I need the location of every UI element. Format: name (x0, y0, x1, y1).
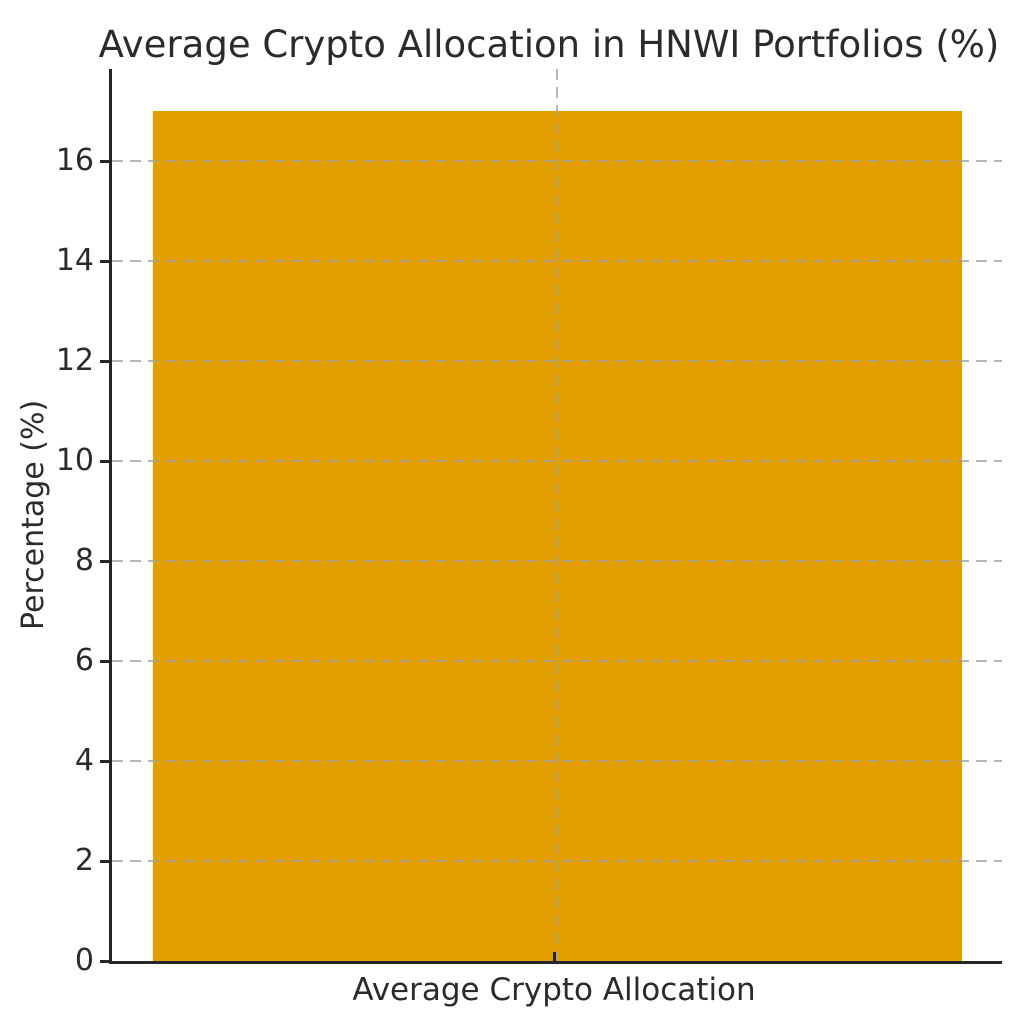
plot-area (109, 69, 1002, 964)
x-tick-mark (553, 952, 556, 961)
x-tick-label: Average Crypto Allocation (352, 972, 756, 1008)
y-tick-label-6: 6 (74, 643, 94, 679)
y-tick-mark-8 (100, 560, 109, 564)
y-tick-mark-14 (100, 260, 109, 264)
v-gridline-category-center (556, 69, 558, 961)
y-tick-label-12: 12 (55, 343, 94, 379)
y-tick-mark-2 (100, 860, 109, 864)
y-tick-label-2: 2 (74, 843, 94, 879)
y-tick-label-14: 14 (55, 243, 94, 279)
y-tick-label-4: 4 (74, 743, 94, 779)
y-tick-mark-6 (100, 660, 109, 664)
chart-title: Average Crypto Allocation in HNWI Portfo… (98, 23, 1000, 66)
y-tick-mark-12 (100, 360, 109, 364)
y-tick-label-10: 10 (55, 443, 94, 479)
y-axis-label: Percentage (%) (16, 399, 51, 631)
y-tick-mark-10 (100, 460, 109, 464)
y-tick-label-16: 16 (55, 143, 94, 179)
y-tick-label-0: 0 (74, 943, 94, 978)
y-tick-label-8: 8 (74, 543, 94, 579)
y-tick-mark-16 (100, 160, 109, 164)
y-tick-mark-4 (100, 760, 109, 764)
y-tick-mark-0 (100, 960, 109, 963)
